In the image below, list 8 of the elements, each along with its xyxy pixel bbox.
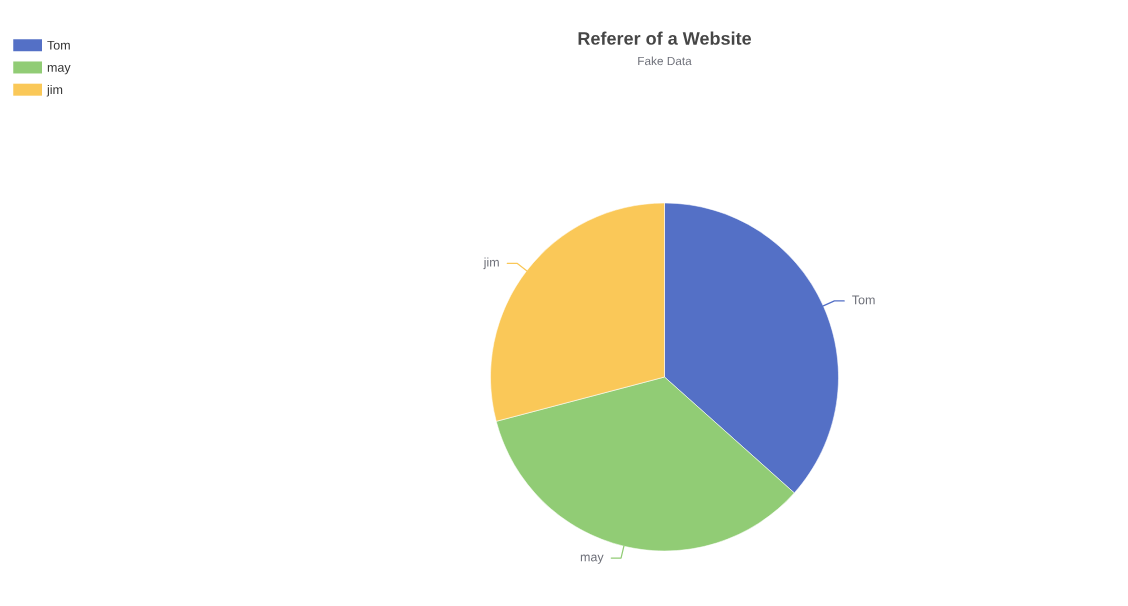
legend-label: jim [46, 84, 63, 97]
chart-title: Referer of a Website [578, 31, 752, 45]
slice-label: Tom [852, 295, 875, 305]
legend-label: Tom [47, 40, 70, 50]
legend-label: may [47, 64, 71, 75]
slice-label: jim [483, 257, 499, 270]
text: Fake Data [638, 56, 692, 66]
slice-label: may [580, 554, 604, 564]
